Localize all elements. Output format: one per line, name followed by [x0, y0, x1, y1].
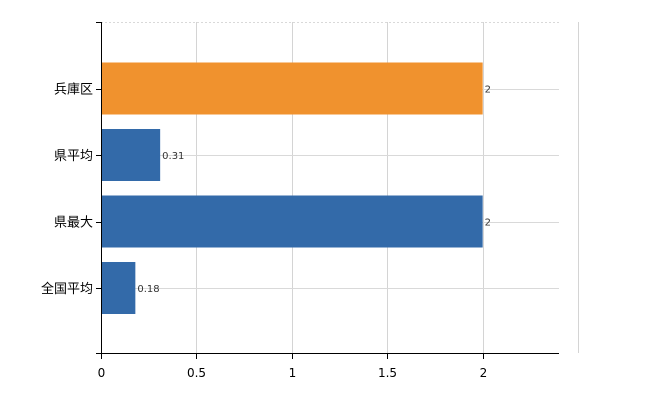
- bar-1: [101, 129, 161, 181]
- bar-3: [101, 262, 136, 314]
- x-tick-label: 1.5: [378, 366, 397, 380]
- x-tick-label: 1: [289, 366, 297, 380]
- data-label: 0.31: [162, 151, 184, 162]
- category-label: 県最大: [54, 216, 93, 231]
- x-tick-label: 0: [98, 366, 106, 380]
- bar-2: [101, 195, 483, 248]
- data-label: 0.18: [137, 284, 159, 295]
- data-label: 2: [485, 85, 491, 96]
- axes: [96, 22, 559, 359]
- data-label: 2: [485, 218, 491, 229]
- x-tick-label: 0.5: [187, 366, 206, 380]
- category-label: 全国平均: [41, 281, 93, 297]
- category-label: 兵庫区: [54, 83, 93, 98]
- category-label: 県平均: [54, 149, 93, 164]
- labels: 2 兵庫区 0.31 県平均 2 県最大 0.18 全国平均 0 0.5 1 1.5 2: [41, 83, 491, 381]
- bar-0: [101, 62, 483, 115]
- bars: [101, 62, 483, 314]
- x-tick-label: 2: [480, 366, 488, 380]
